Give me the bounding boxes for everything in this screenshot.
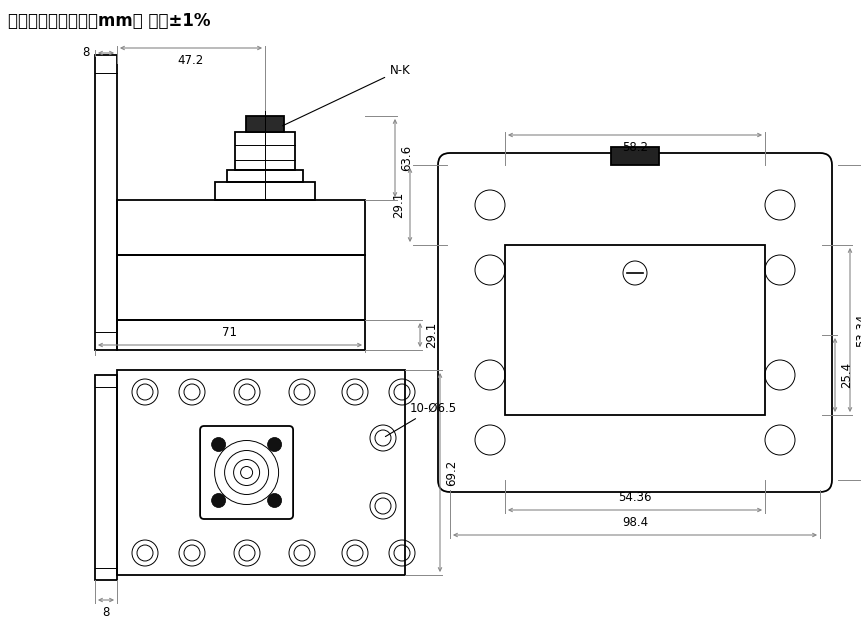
Bar bbox=[214, 182, 314, 200]
Bar bbox=[117, 255, 364, 320]
Bar bbox=[95, 55, 117, 350]
Text: 58.2: 58.2 bbox=[622, 141, 647, 154]
Bar bbox=[117, 320, 364, 350]
Text: 47.2: 47.2 bbox=[177, 54, 204, 67]
Text: 10-Ø6.5: 10-Ø6.5 bbox=[385, 401, 456, 437]
Bar bbox=[226, 170, 303, 182]
Text: 29.1: 29.1 bbox=[392, 192, 405, 218]
Text: N-K: N-K bbox=[282, 64, 411, 126]
Text: 54.36: 54.36 bbox=[617, 491, 651, 504]
Text: 8: 8 bbox=[83, 47, 90, 60]
Bar bbox=[117, 370, 405, 575]
Bar bbox=[245, 116, 283, 132]
Bar bbox=[610, 147, 659, 165]
Circle shape bbox=[267, 437, 282, 452]
Circle shape bbox=[211, 493, 226, 508]
Text: 71: 71 bbox=[222, 326, 238, 339]
Bar bbox=[505, 245, 764, 415]
Circle shape bbox=[267, 493, 282, 508]
Text: 69.2: 69.2 bbox=[444, 459, 457, 485]
Bar bbox=[235, 132, 294, 170]
Text: 63.6: 63.6 bbox=[400, 145, 412, 171]
Circle shape bbox=[211, 437, 226, 452]
Text: 29.1: 29.1 bbox=[424, 322, 437, 348]
Text: 结构尺寸图（单位：mm） 误差±1%: 结构尺寸图（单位：mm） 误差±1% bbox=[8, 12, 210, 30]
Bar bbox=[117, 200, 364, 255]
Text: 25.4: 25.4 bbox=[839, 362, 852, 388]
Text: 98.4: 98.4 bbox=[622, 516, 647, 529]
Text: 53.34: 53.34 bbox=[854, 313, 861, 346]
Text: 8: 8 bbox=[102, 606, 109, 619]
Bar bbox=[95, 375, 117, 580]
